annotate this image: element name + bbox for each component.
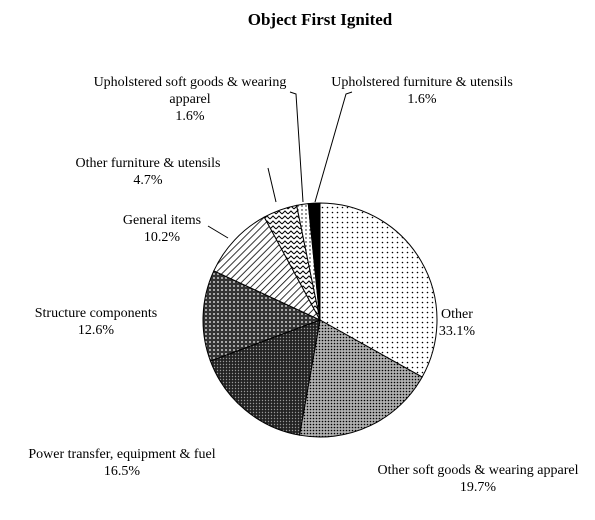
slice-label: Structure components 12.6% [0, 305, 196, 339]
slice-value: 16.5% [103, 464, 141, 479]
slice-value: 4.7% [133, 173, 163, 188]
pie-slice [202, 270, 322, 362]
slice-label: Power transfer, equipment & fuel 16.5% [7, 446, 237, 480]
slice-name: Upholstered soft goods & wearing apparel [93, 75, 287, 107]
slice-value: 10.2% [143, 230, 181, 245]
slice-value: 12.6% [77, 323, 115, 338]
slice-value: 1.6% [407, 92, 437, 107]
slice-name: Other soft goods & wearing apparel [377, 463, 579, 478]
slice-name: Other [441, 307, 473, 322]
leader-line [207, 225, 229, 239]
slice-value: 19.7% [459, 480, 497, 495]
slice-label: Other furniture & utensils 4.7% [53, 155, 243, 189]
leader-line [314, 91, 353, 203]
slice-name: Upholstered furniture & utensils [331, 75, 513, 90]
pie-slice [307, 202, 321, 321]
pie-slice [209, 319, 321, 436]
slice-value: 33.1% [438, 324, 476, 339]
leader-lines [207, 91, 353, 239]
slice-label: Other 33.1% [407, 306, 507, 340]
slice-name: General items [122, 213, 202, 228]
slice-name: Structure components [34, 306, 158, 321]
slice-label: General items 10.2% [92, 212, 232, 246]
chart-title: Object First Ignited [247, 10, 393, 29]
pie-slice [298, 319, 423, 438]
slice-name: Other furniture & utensils [75, 156, 221, 171]
pie-slice [319, 202, 438, 378]
slice-name: Power transfer, equipment & fuel [28, 447, 216, 462]
slice-label: Upholstered soft goods & wearing apparel… [90, 74, 290, 125]
slice-label: Other soft goods & wearing apparel 19.7% [368, 462, 588, 496]
slice-value: 1.6% [175, 109, 205, 124]
slice-label: Upholstered furniture & utensils 1.6% [327, 74, 517, 108]
leader-line [267, 167, 277, 203]
pie-slice [213, 216, 322, 322]
leader-line [289, 91, 304, 203]
